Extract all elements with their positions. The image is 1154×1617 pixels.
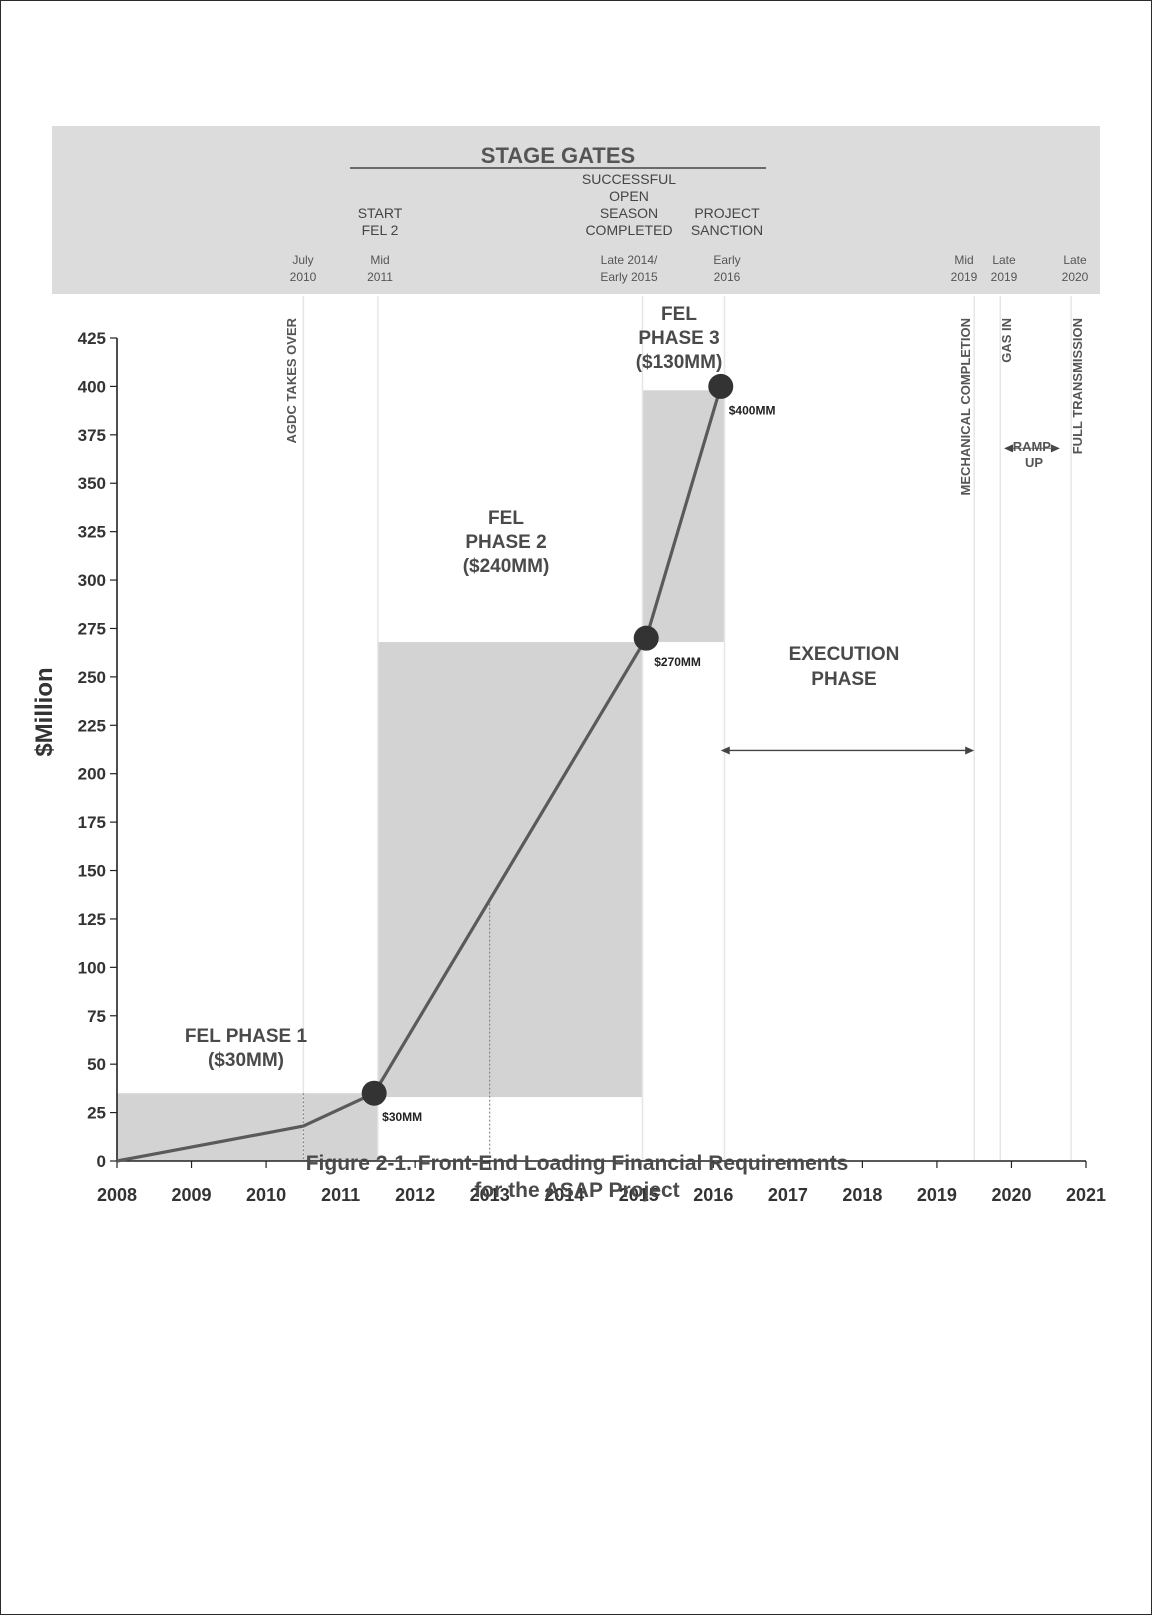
figure-caption-line-1: Figure 2-1. Front-End Loading Financial … xyxy=(305,1152,849,1175)
x-tick-label: 2009 xyxy=(172,1185,212,1205)
gate-date: 2011 xyxy=(367,270,393,284)
y-tick-label: 425 xyxy=(78,329,106,348)
gate-date: Mid xyxy=(954,253,973,267)
y-tick-label: 325 xyxy=(78,523,106,542)
y-tick-label: 300 xyxy=(78,571,106,590)
phase-1-label: ($30MM) xyxy=(208,1050,284,1071)
gate-date: July xyxy=(292,253,313,267)
x-tick-label: 2016 xyxy=(693,1185,733,1205)
stage-gates-title: STAGE GATES xyxy=(481,143,635,168)
y-tick-label: 25 xyxy=(87,1104,106,1123)
y-tick-label: 75 xyxy=(87,1007,106,1026)
fel-financial-chart: STAGE GATES 0 25 50 75 100 125 150 175 200 225 250 2… xyxy=(31,126,1106,1205)
y-tick-label: 100 xyxy=(78,958,106,977)
gate-heading: PROJECT xyxy=(694,205,760,221)
rampup-arrow-head-right xyxy=(1050,444,1060,453)
phase-3-label: ($130MM) xyxy=(636,352,723,373)
y-tick-label: 400 xyxy=(78,377,106,396)
gate-date: 2016 xyxy=(714,270,741,284)
gate-date: 2020 xyxy=(1062,270,1089,284)
rampup-arrow-head-left xyxy=(1004,444,1014,453)
x-tick-label: 2008 xyxy=(97,1185,137,1205)
y-tick-label: 225 xyxy=(78,716,106,735)
execution-arrow-head-left xyxy=(720,746,730,755)
x-tick-label: 2021 xyxy=(1066,1185,1106,1205)
gate-date: 2019 xyxy=(951,270,978,284)
y-tick-label: 350 xyxy=(78,474,106,493)
phase-2-label: PHASE 2 xyxy=(465,532,546,553)
x-tick-label: 2018 xyxy=(842,1185,882,1205)
gate-date: Early xyxy=(713,253,740,267)
y-tick-label: 150 xyxy=(78,862,106,881)
figure-caption-line-2: for the ASAP Project xyxy=(474,1179,680,1202)
x-tick-label: 2012 xyxy=(395,1185,435,1205)
x-tick-label: 2015 xyxy=(619,1185,659,1205)
y-tick-label: 50 xyxy=(87,1055,106,1074)
gate-heading: FEL 2 xyxy=(362,222,399,238)
phase-3-label: FEL xyxy=(661,304,697,325)
gate-heading: SUCCESSFUL xyxy=(582,171,676,187)
x-tick-label: 2011 xyxy=(321,1185,360,1205)
x-tick-label: 2017 xyxy=(768,1185,808,1205)
y-tick-label: 0 xyxy=(97,1152,106,1171)
x-tick-label: 2019 xyxy=(917,1185,957,1205)
phase-1-label: FEL PHASE 1 xyxy=(185,1026,308,1047)
gate-date: 2010 xyxy=(290,270,317,284)
rampup-label: RAMP- xyxy=(1013,439,1056,454)
gate-date: Late 2014/ xyxy=(601,253,658,267)
gate-date: Early 2015 xyxy=(600,270,658,284)
execution-phase-label: EXECUTION xyxy=(789,644,900,665)
gate-event-label: GAS IN xyxy=(999,318,1014,363)
gate-heading: SEASON xyxy=(600,205,658,221)
gate-event-label: AGDC TAKES OVER xyxy=(284,317,299,443)
gate-date: Late xyxy=(992,253,1016,267)
gate-heading: START xyxy=(358,205,403,221)
milestone-marker xyxy=(361,1080,387,1106)
y-tick-label: 250 xyxy=(78,668,106,687)
milestone-marker xyxy=(708,373,734,399)
y-tick-label: 275 xyxy=(78,619,106,638)
gate-date: 2019 xyxy=(991,270,1018,284)
gate-heading: COMPLETED xyxy=(585,222,672,238)
y-tick-label: 200 xyxy=(78,765,106,784)
x-tick-label: 2020 xyxy=(991,1185,1031,1205)
execution-phase-label: PHASE xyxy=(811,669,876,690)
phase-3-label: PHASE 3 xyxy=(638,328,719,349)
y-tick-label: 175 xyxy=(78,813,106,832)
rampup-label: UP xyxy=(1025,455,1043,470)
x-tick-label: 2014 xyxy=(544,1185,584,1205)
gate-heading: OPEN xyxy=(609,188,649,204)
y-tick-label: 375 xyxy=(78,426,106,445)
execution-arrow-head-right xyxy=(965,746,975,755)
phase-2-label: ($240MM) xyxy=(463,556,550,577)
milestone-label: $400MM xyxy=(729,403,776,417)
gate-event-label: FULL TRANSMISSION xyxy=(1070,318,1085,454)
y-axis-title: $Million xyxy=(31,667,58,756)
gate-heading: SANCTION xyxy=(691,222,763,238)
milestone-label: $30MM xyxy=(382,1110,422,1124)
phase-2-label: FEL xyxy=(488,508,524,529)
gate-date: Mid xyxy=(370,253,389,267)
stage-gates-band xyxy=(52,126,1100,294)
milestone-label: $270MM xyxy=(654,655,701,669)
x-tick-label: 2010 xyxy=(246,1185,286,1205)
phase-1-box xyxy=(117,1093,378,1161)
gate-event-label: MECHANICAL COMPLETION xyxy=(958,318,973,495)
gate-date: Late xyxy=(1063,253,1087,267)
milestone-marker xyxy=(633,625,659,651)
x-tick-label: 2013 xyxy=(470,1185,510,1205)
y-tick-label: 125 xyxy=(78,910,106,929)
